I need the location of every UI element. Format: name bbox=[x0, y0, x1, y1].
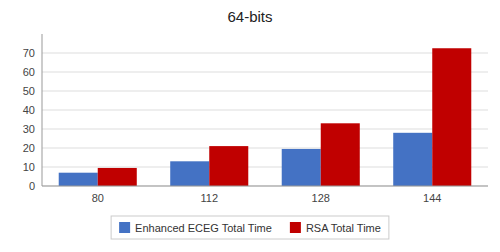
bars bbox=[59, 48, 472, 186]
legend-box bbox=[111, 216, 389, 239]
chart-title: 64-bits bbox=[227, 8, 272, 25]
bar bbox=[209, 146, 248, 186]
legend-label: RSA Total Time bbox=[306, 222, 381, 234]
y-tick-label: 0 bbox=[29, 180, 35, 192]
bar bbox=[393, 133, 432, 186]
legend-label: Enhanced ECEG Total Time bbox=[135, 222, 272, 234]
x-tick-label: 128 bbox=[312, 192, 330, 204]
y-tick-label: 50 bbox=[23, 85, 35, 97]
bar bbox=[98, 168, 137, 186]
y-tick-label: 40 bbox=[23, 104, 35, 116]
x-axis-line bbox=[42, 186, 488, 187]
y-axis-line bbox=[42, 34, 43, 186]
bar bbox=[321, 123, 360, 186]
y-tick-label: 20 bbox=[23, 142, 35, 154]
bar bbox=[170, 161, 209, 186]
y-tick-label: 10 bbox=[23, 161, 35, 173]
chart-container: 64-bits 0 10 20 30 40 50 60 70 80 112 128 144 Enhance… bbox=[0, 0, 500, 252]
grid-line bbox=[42, 110, 488, 111]
grid bbox=[42, 53, 488, 186]
legend-swatch bbox=[119, 222, 130, 233]
x-tick-label: 144 bbox=[423, 192, 441, 204]
grid-line bbox=[42, 91, 488, 92]
legend: Enhanced ECEG Total Time RSA Total Time bbox=[111, 216, 389, 239]
y-tick-label: 30 bbox=[23, 123, 35, 135]
bar bbox=[282, 149, 321, 186]
y-tick-label: 70 bbox=[23, 47, 35, 59]
grid-line bbox=[42, 186, 488, 187]
y-tick-label: 60 bbox=[23, 66, 35, 78]
grid-line bbox=[42, 53, 488, 54]
x-tick-label: 80 bbox=[92, 192, 104, 204]
grid-line bbox=[42, 72, 488, 73]
bar bbox=[59, 173, 98, 186]
legend-swatch bbox=[290, 222, 301, 233]
x-tick-label: 112 bbox=[200, 192, 218, 204]
grid-line bbox=[42, 129, 488, 130]
chart-svg: 64-bits 0 10 20 30 40 50 60 70 80 112 128 144 Enhance… bbox=[0, 0, 500, 252]
bar bbox=[432, 48, 471, 186]
